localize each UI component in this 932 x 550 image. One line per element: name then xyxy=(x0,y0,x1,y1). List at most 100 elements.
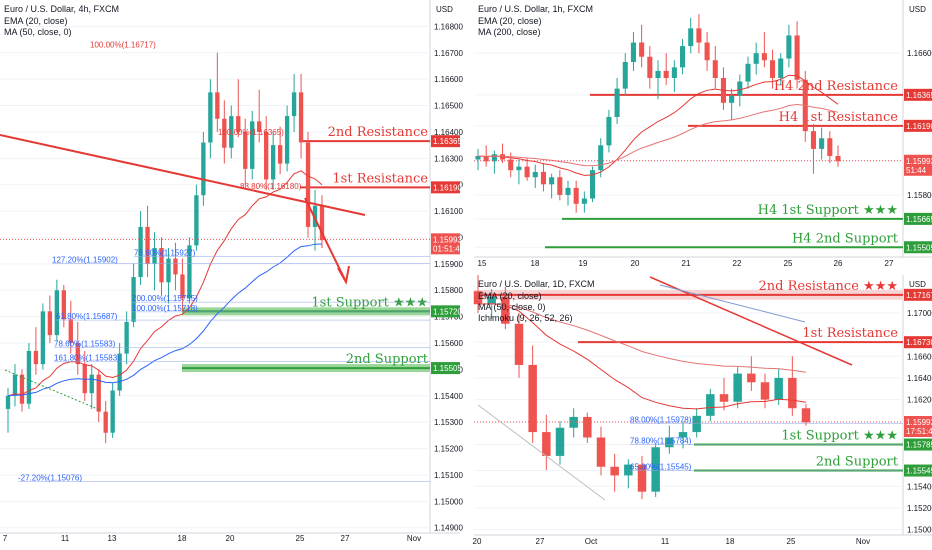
fib-label: 100.00%(1.15718) xyxy=(132,304,198,313)
last-price-text: 1.15993 xyxy=(433,235,462,244)
price-tag-text: 1.15505 xyxy=(433,364,462,373)
date-tick-label: 18 xyxy=(531,259,540,268)
price-tag-text: 1.16730 xyxy=(906,338,932,347)
candle-body xyxy=(637,464,647,492)
price-tag xyxy=(904,336,932,349)
candle-body xyxy=(692,415,701,433)
candle-body xyxy=(124,321,129,354)
candle-body xyxy=(614,88,620,117)
candle-body xyxy=(215,92,220,119)
candle-body xyxy=(96,374,101,412)
candle-body xyxy=(491,154,497,162)
level-annotation: 1st Support ★★★ xyxy=(781,429,898,444)
price-tick-label: 1.16800 xyxy=(434,22,463,31)
candle-body xyxy=(598,145,604,171)
level-annotation: H4 1st Resistance xyxy=(779,110,899,125)
descending-trendline xyxy=(0,134,366,216)
fib-label: -27.20%(1.15076) xyxy=(18,473,82,482)
candle-body xyxy=(651,447,660,492)
candle-body xyxy=(540,171,546,185)
candle-body xyxy=(138,226,143,278)
price-tag-text: 1.15545 xyxy=(906,467,932,476)
price-tag-text: 1.16365 xyxy=(906,91,932,100)
price-tag-text: 1.17167 xyxy=(906,291,932,300)
currency-label: USD xyxy=(436,5,453,14)
candle-body xyxy=(68,319,73,344)
last-price-tag xyxy=(904,154,932,176)
price-tag xyxy=(904,438,932,451)
fib-label: 65.00%(1.15545) xyxy=(630,463,692,472)
candle-body xyxy=(270,145,276,180)
candle-body xyxy=(688,28,694,47)
candle-body xyxy=(483,155,489,162)
candle-body xyxy=(61,290,66,320)
candle-body xyxy=(788,377,797,409)
panel-h4 xyxy=(0,0,430,533)
price-tick-label: 1.16400 xyxy=(907,374,932,383)
candle-body xyxy=(208,92,213,143)
candle-body xyxy=(516,166,522,171)
date-tick-label: 27 xyxy=(885,259,894,268)
fib-label: 61.80%(1.15687) xyxy=(56,312,118,321)
date-tick-label: 18 xyxy=(178,534,187,543)
candle-body xyxy=(82,364,87,394)
indicator-legend: EMA (20, close) xyxy=(4,16,68,26)
price-tag-text: 1.15785 xyxy=(906,441,932,450)
date-tick-label: 15 xyxy=(478,259,487,268)
rising-dotted-trendline xyxy=(4,369,101,411)
fib-label: 88.80%(1.16180) xyxy=(240,182,302,191)
date-tick-label: 26 xyxy=(834,259,843,268)
chart-title: Euro / U.S. Dollar, 1h, FXCM xyxy=(478,4,593,14)
indicator-legend: MA (50, close, 0) xyxy=(4,27,72,37)
price-tick-label: 1.15000 xyxy=(434,497,463,506)
last-price-tag xyxy=(431,233,460,255)
price-tick-label: 1.16600 xyxy=(907,352,932,361)
level-annotation: 2nd Support xyxy=(346,352,429,367)
fib-label: 78.80%(1.15784) xyxy=(630,437,692,446)
candle-body xyxy=(532,171,538,178)
candle-body xyxy=(284,116,290,164)
date-tick-label: 20 xyxy=(631,259,640,268)
candle-body xyxy=(624,464,633,476)
candle-body xyxy=(565,187,571,195)
candle-body xyxy=(704,42,710,61)
date-tick-label: 27 xyxy=(341,534,350,543)
date-tick-label: 19 xyxy=(579,259,588,268)
indicator-legend: EMA (20, close) xyxy=(478,16,542,26)
level-annotation: H4 2nd Resistance xyxy=(774,79,898,94)
candle-body xyxy=(671,67,677,78)
candle-body xyxy=(760,382,770,400)
date-tick-label: 20 xyxy=(226,534,235,543)
candle-body xyxy=(75,343,80,365)
candle-body xyxy=(243,131,248,169)
candle-body xyxy=(590,170,596,199)
candle-body xyxy=(103,411,108,433)
date-tick-label: 7 xyxy=(3,534,8,543)
candle-body xyxy=(12,374,18,396)
ema-line xyxy=(477,302,807,410)
price-tick-label: 1.15400 xyxy=(907,482,932,491)
price-tick-label: 1.16500 xyxy=(434,102,463,111)
last-price-tag xyxy=(904,416,932,438)
candle-body xyxy=(152,248,157,264)
d1-grey-line xyxy=(477,404,606,501)
candle-body xyxy=(665,437,674,448)
chart-title: Euro / U.S. Dollar, 1D, FXCM xyxy=(478,279,595,289)
date-tick-label: 22 xyxy=(733,259,742,268)
projection-arrow-shaft xyxy=(304,197,346,281)
candle-body xyxy=(655,70,661,78)
candle-body xyxy=(573,187,579,204)
candle-body xyxy=(508,159,514,171)
candle-body xyxy=(222,118,227,148)
ma-line xyxy=(477,103,839,167)
candle-body xyxy=(19,374,25,404)
price-tag xyxy=(904,288,932,301)
projection-arrow-head xyxy=(337,265,350,285)
price-tick-label: 1.15600 xyxy=(434,339,463,348)
last-price-text: 1.15993 xyxy=(906,418,932,427)
price-tag-text: 1.16190 xyxy=(906,122,932,131)
candle-body xyxy=(712,60,718,78)
candle-body xyxy=(583,416,592,438)
candle-body xyxy=(610,466,619,476)
ma-line xyxy=(477,303,807,373)
